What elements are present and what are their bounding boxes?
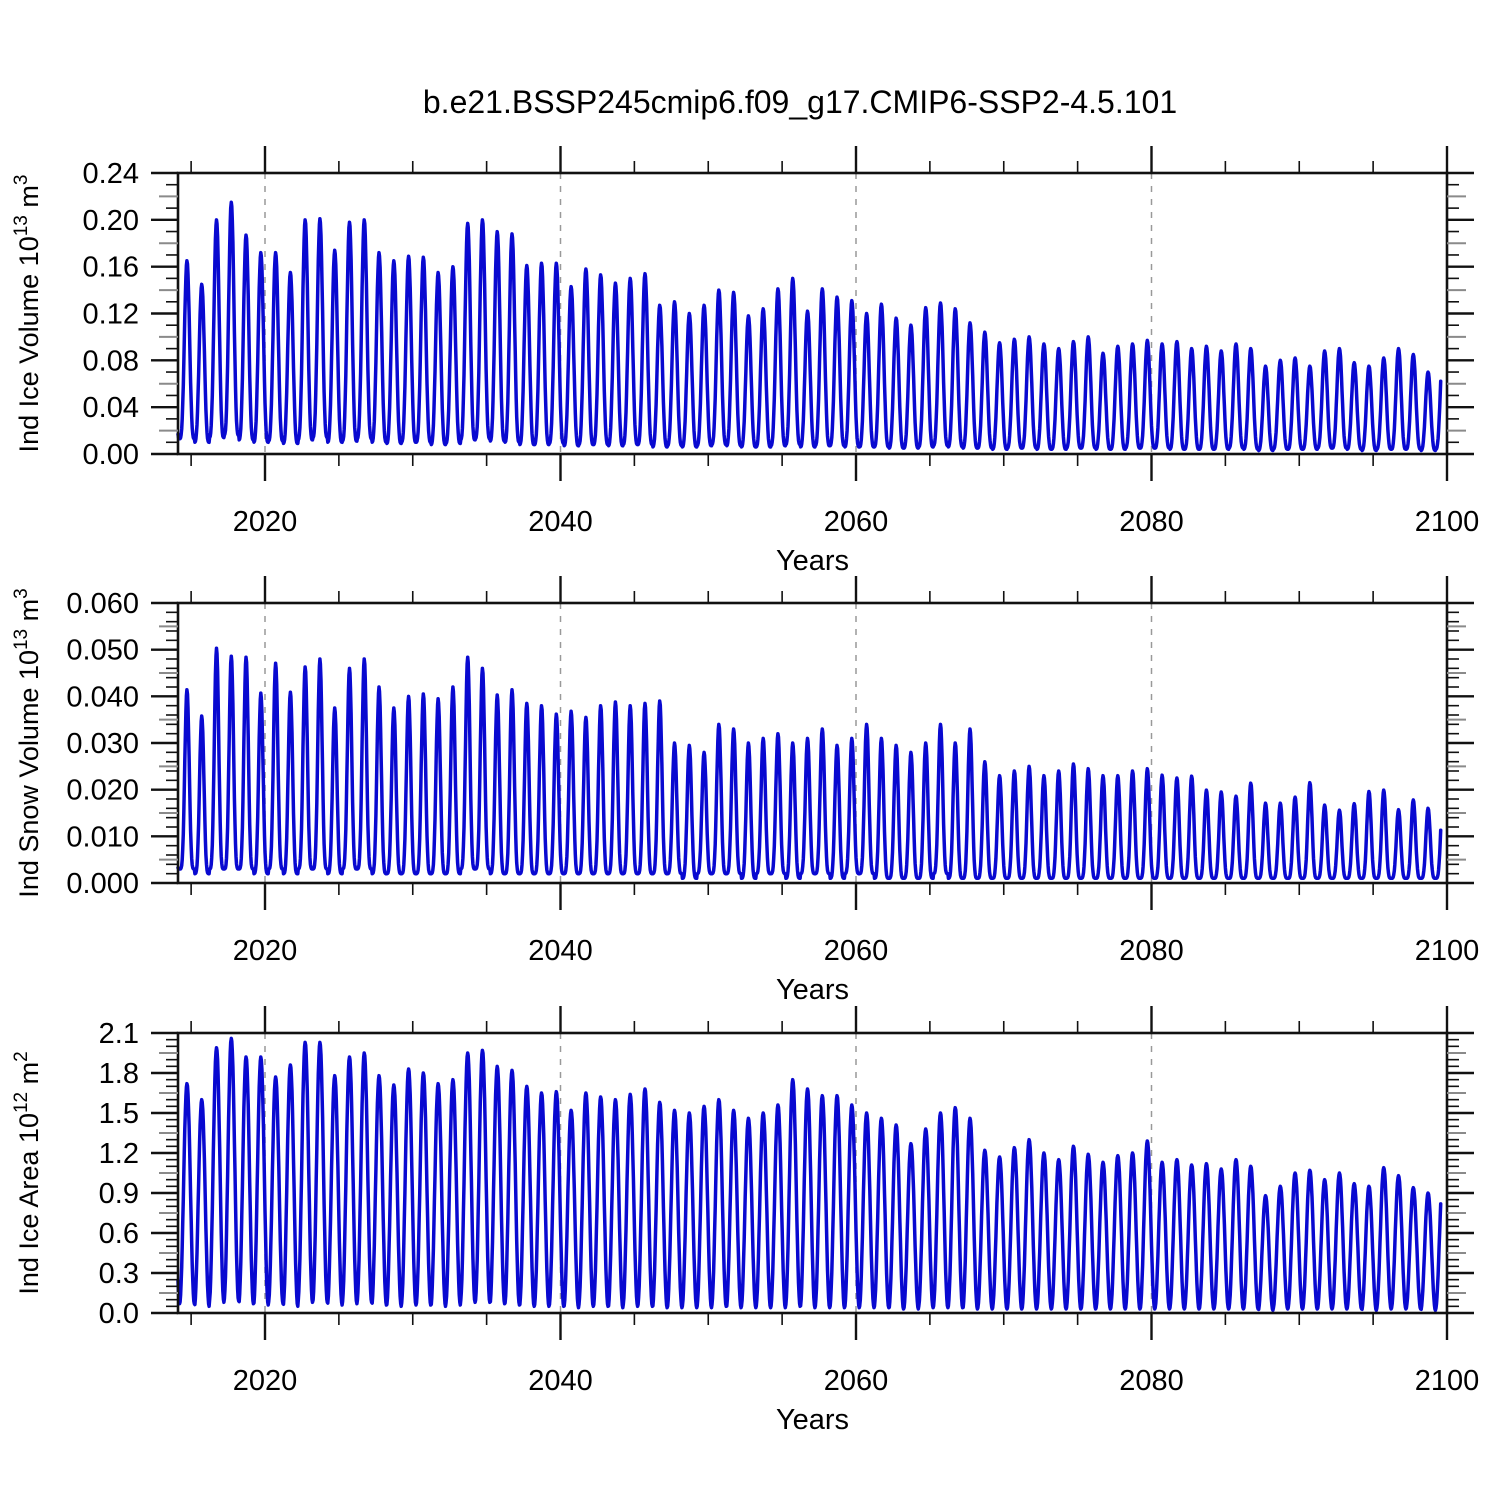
y-axis-title-exponent: 3 xyxy=(11,588,32,599)
panel-ice-area: 0.0 0.3 0.6 0.9 1.2 1.5 1.8 2.1 2020 2040 2060 2080… xyxy=(11,1006,1479,1436)
y-axis-title-exponent: 13 xyxy=(11,629,32,650)
y-tick-label-ice-volume: 0.00 xyxy=(83,439,139,471)
y-axis-title-ice-area: Ind Ice Area 1012 m2 xyxy=(11,1051,44,1294)
y-tick-label-snow-volume: 0.040 xyxy=(66,681,139,713)
x-tick-label-2060: 2060 xyxy=(824,935,889,967)
y-tick-label-ice-volume: 0.12 xyxy=(83,299,139,331)
y-axis-title-exponent: 3 xyxy=(11,175,32,186)
x-tick-label-2040: 2040 xyxy=(528,935,593,967)
panel-ice-volume: 0.00 0.04 0.08 0.12 0.16 0.20 0.24 2020 2040 2060… xyxy=(11,146,1479,577)
y-axis-title-exponent: 13 xyxy=(11,215,32,236)
y-tick-label-ice-area: 0.9 xyxy=(99,1178,139,1210)
x-tick-label-2080: 2080 xyxy=(1119,935,1184,967)
x-axis-title-ice-volume: Years xyxy=(776,545,849,577)
y-axis-title-text: Ind Snow Volume 10 xyxy=(14,650,44,898)
y-tick-label-snow-volume: 0.060 xyxy=(66,588,139,620)
series-ice-area xyxy=(176,1036,1443,1313)
x-tick-label-2100: 2100 xyxy=(1415,506,1480,538)
y-tick-label-ice-volume: 0.08 xyxy=(83,345,139,377)
series-ice-volume xyxy=(176,200,1443,453)
y-axis-title-exponent: 2 xyxy=(11,1051,32,1062)
series-snow-volume xyxy=(176,646,1443,881)
y-axis-title-text: Ind Ice Area 10 xyxy=(14,1113,44,1295)
x-tick-label-2080: 2080 xyxy=(1119,1365,1184,1397)
x-ticks-snow-volume xyxy=(190,576,1449,910)
y-tick-label-snow-volume: 0.020 xyxy=(66,775,139,807)
x-tick-label-2080: 2080 xyxy=(1119,506,1184,538)
y-tick-label-ice-area: 2.1 xyxy=(99,1018,139,1050)
y-tick-label-snow-volume: 0.000 xyxy=(66,868,139,900)
y-tick-label-ice-area: 0.6 xyxy=(99,1218,139,1250)
y-axis-title-text: m xyxy=(14,185,44,215)
x-tick-label-2040: 2040 xyxy=(528,1365,593,1397)
y-ticks-snow-volume: 0.000 0.010 0.020 0.030 0.040 0.050 0.060 xyxy=(66,588,1474,900)
y-axis-title-text: Ind Ice Volume 10 xyxy=(14,236,44,452)
y-tick-label-snow-volume: 0.010 xyxy=(66,821,139,853)
y-axis-title-exponent: 12 xyxy=(11,1092,32,1113)
x-axis-title-snow-volume: Years xyxy=(776,974,849,1006)
y-tick-label-ice-volume: 0.04 xyxy=(83,392,139,424)
y-tick-label-ice-area: 1.2 xyxy=(99,1138,139,1170)
x-tick-label-2040: 2040 xyxy=(528,506,593,538)
y-axis-title-ice-volume: Ind Ice Volume 1013 m3 xyxy=(11,175,44,453)
x-ticks-ice-area xyxy=(190,1006,1449,1340)
y-tick-label-ice-volume: 0.20 xyxy=(83,205,139,237)
x-tick-label-2020: 2020 xyxy=(233,935,298,967)
y-tick-label-snow-volume: 0.030 xyxy=(66,728,139,760)
y-tick-label-ice-area: 0.0 xyxy=(99,1298,139,1330)
panels-group: 0.00 0.04 0.08 0.12 0.16 0.20 0.24 2020 2040 2060… xyxy=(11,146,1479,1436)
y-ticks-ice-area: 0.0 0.3 0.6 0.9 1.2 1.5 1.8 2.1 xyxy=(99,1018,1474,1330)
x-tick-label-2060: 2060 xyxy=(824,506,889,538)
y-tick-label-ice-area: 1.5 xyxy=(99,1098,139,1130)
x-tick-label-2100: 2100 xyxy=(1415,1365,1480,1397)
y-axis-title-snow-volume: Ind Snow Volume 1013 m3 xyxy=(11,588,44,897)
y-axis-title-text: m xyxy=(14,1062,44,1092)
y-tick-label-ice-area: 1.8 xyxy=(99,1058,139,1090)
y-tick-label-ice-volume: 0.16 xyxy=(83,252,139,284)
y-tick-label-ice-volume: 0.24 xyxy=(83,158,139,190)
x-tick-label-2100: 2100 xyxy=(1415,935,1480,967)
y-tick-label-snow-volume: 0.050 xyxy=(66,635,139,667)
chart-title: b.e21.BSSP245cmip6.f09_g17.CMIP6-SSP2-4.… xyxy=(423,84,1177,120)
x-ticks-ice-volume xyxy=(190,146,1449,481)
panel-snow-volume: 0.000 0.010 0.020 0.030 0.040 0.050 0.060 2020 2… xyxy=(11,576,1479,1006)
x-tick-label-2020: 2020 xyxy=(233,506,298,538)
x-tick-label-2060: 2060 xyxy=(824,1365,889,1397)
y-tick-label-ice-area: 0.3 xyxy=(99,1258,139,1290)
y-ticks-ice-volume: 0.00 0.04 0.08 0.12 0.16 0.20 0.24 xyxy=(83,158,1474,471)
x-axis-title-ice-area: Years xyxy=(776,1404,849,1436)
x-tick-label-2020: 2020 xyxy=(233,1365,298,1397)
y-axis-title-text: m xyxy=(14,599,44,629)
